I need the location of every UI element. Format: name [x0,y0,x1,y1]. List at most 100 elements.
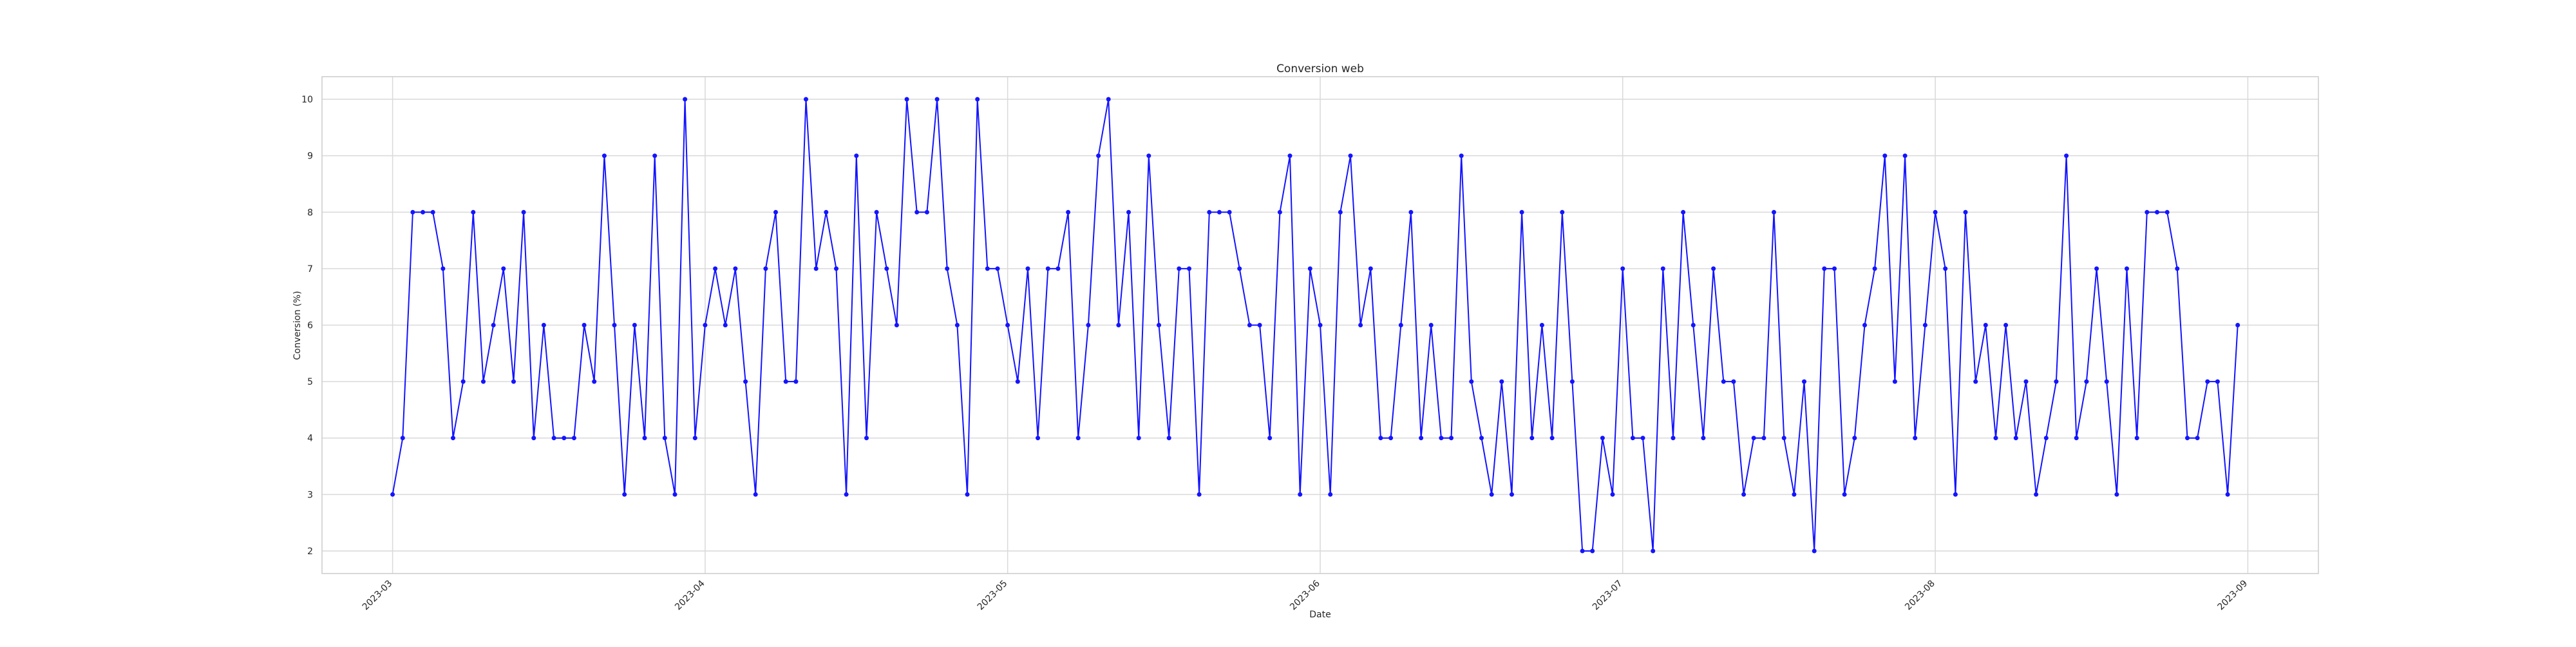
data-point [824,209,829,215]
data-point [1398,323,1403,327]
data-point [481,379,486,384]
data-point [1973,379,1978,384]
data-point [753,492,758,497]
data-point [1772,209,1776,215]
data-point [1852,436,1857,441]
data-point [2013,436,2018,441]
data-point [1187,266,1191,271]
data-point [1711,266,1716,271]
data-point [1530,436,1535,441]
data-point [632,323,637,327]
data-point [1459,153,1464,159]
data-point [601,153,607,159]
data-point [1056,266,1061,271]
data-point [1025,266,1030,271]
data-point [2195,436,2200,441]
data-point [1539,323,1544,327]
data-point [1569,379,1575,384]
data-point [430,209,435,215]
data-point [1348,153,1353,159]
data-point [1721,379,1726,384]
data-point [894,323,899,327]
data-point [975,97,980,102]
series-layer [390,97,2240,554]
data-point [471,209,476,215]
data-point [2175,266,2180,271]
data-point [1419,436,1424,441]
y-tick-labels: 2 3 4 5 6 7 8 9 10 [301,95,313,557]
data-point [2235,323,2240,327]
data-point [2114,492,2119,497]
data-point [1933,209,1938,215]
data-point [813,266,819,271]
data-point [2164,209,2170,215]
data-point [2205,379,2210,384]
data-point [783,379,788,384]
data-point [571,436,576,441]
data-point [692,436,697,441]
data-point [864,436,869,441]
data-point [1549,436,1555,441]
y-tick-label: 5 [307,377,313,387]
data-point [1066,209,1071,215]
data-point [1902,153,1908,159]
data-point [1126,209,1131,215]
data-point [1761,436,1766,441]
data-point [1993,436,1998,441]
data-point [2104,379,2109,384]
data-point [1045,266,1050,271]
chart-title: Conversion web [1276,63,1364,75]
data-point [531,436,536,441]
data-point [2185,436,2190,441]
data-point [1943,266,1948,271]
data-point [773,209,778,215]
y-tick-label: 3 [307,490,313,500]
data-point [1862,323,1867,327]
data-point [2074,436,2079,441]
data-point [2003,323,2009,327]
data-point [1207,209,1212,215]
data-point [1660,266,1665,271]
data-point [1681,209,1686,215]
data-point [541,323,546,327]
data-point [1307,266,1312,271]
data-point [1731,379,1736,384]
data-point [421,209,426,215]
data-point [1408,209,1414,215]
data-point [1822,266,1827,271]
data-point [1741,492,1747,497]
data-point [1751,436,1756,441]
data-point [914,209,920,215]
data-point [1439,436,1444,441]
data-point [662,436,667,441]
data-point [622,492,627,497]
data-point [1267,436,1273,441]
data-point [521,209,526,215]
series-line [392,99,2239,552]
data-point [1136,436,1141,441]
data-point [733,266,738,271]
data-point [501,266,506,271]
plot-frame [321,76,2319,574]
y-tick-label: 7 [307,264,313,275]
data-point [763,266,768,271]
data-point [460,379,466,384]
data-point [1287,153,1293,159]
data-point [1197,492,1202,497]
y-tick-label: 2 [307,546,313,557]
data-point [1177,266,1182,271]
data-point [874,209,879,215]
data-point [2225,492,2230,497]
data-point [1106,97,1111,102]
data-point [1298,492,1303,497]
data-point [612,323,617,327]
data-point [1428,323,1434,327]
data-point [491,323,496,327]
data-point [793,379,799,384]
data-point [1489,492,1494,497]
data-point [1620,266,1625,271]
data-point [1671,436,1676,441]
data-point [390,492,395,497]
data-point [2134,436,2139,441]
